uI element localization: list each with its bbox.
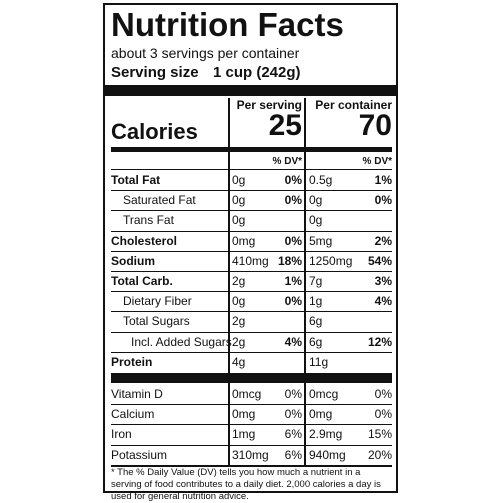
- amount: 410mg: [232, 253, 269, 268]
- daily-value: 15%: [367, 427, 392, 442]
- amount: 5mg: [309, 233, 333, 248]
- amount: 4g: [232, 354, 246, 369]
- amount: 2.9mg: [309, 427, 343, 442]
- amount: 7g: [309, 274, 323, 288]
- column-header: Per serving: [236, 98, 302, 112]
- nutrient-name: Protein: [111, 354, 153, 369]
- nutrient-name: Dietary Fiber: [123, 294, 192, 309]
- daily-value: 0%: [284, 294, 302, 309]
- daily-value: 0%: [284, 407, 302, 422]
- amount: 11g: [309, 354, 329, 369]
- amount: 2g: [232, 314, 246, 329]
- amount: 0mcg: [232, 387, 262, 401]
- nutrient-name: Sodium: [111, 253, 155, 268]
- nutrient-name: Incl. Added Sugars: [131, 334, 232, 349]
- calories-value: 25: [268, 109, 302, 142]
- amount: 0mg: [309, 407, 333, 422]
- amount: 2g: [232, 334, 246, 349]
- rule: [111, 404, 392, 406]
- dv-header: % DV*: [272, 156, 302, 167]
- daily-value: 0%: [374, 387, 392, 401]
- thick-rule: [105, 85, 396, 96]
- daily-value: 0%: [284, 387, 302, 401]
- amount: 0g: [232, 294, 246, 309]
- nutrient-name: Iron: [111, 427, 132, 442]
- calories-value: 70: [358, 109, 392, 142]
- serving-size-value: 1 cup (242g): [213, 64, 301, 81]
- nutrient-name: Trans Fat: [123, 213, 174, 228]
- dv-header: % DV*: [362, 156, 392, 167]
- daily-value: 0%: [374, 193, 392, 208]
- daily-value: 6%: [284, 447, 302, 462]
- rule: [111, 331, 392, 333]
- nutrient-name: Cholesterol: [111, 233, 178, 248]
- medium-rule: [111, 147, 392, 152]
- serving-size-label: Serving size: [111, 64, 199, 81]
- daily-value: 0%: [374, 407, 392, 422]
- amount: 6g: [309, 314, 323, 329]
- amount: 0g: [309, 193, 323, 208]
- daily-value: 20%: [367, 447, 392, 462]
- nutrient-name: Total Sugars: [123, 314, 190, 329]
- servings: about 3 servings per container: [111, 45, 300, 61]
- nutrition-label: Nutrition Facts about 3 servings per con…: [103, 3, 398, 502]
- amount: 0g: [309, 213, 323, 228]
- amount: 0mcg: [309, 387, 339, 401]
- title: Nutrition Facts: [111, 6, 344, 43]
- rule: [111, 351, 392, 353]
- daily-value: 18%: [277, 253, 302, 268]
- daily-value: 0%: [284, 233, 302, 248]
- daily-value: 1%: [374, 173, 392, 187]
- amount: 6g: [309, 334, 323, 349]
- amount: 310mg: [232, 447, 269, 462]
- rule: [111, 271, 392, 272]
- daily-value: 3%: [374, 274, 392, 288]
- nutrient-name: Total Carb.: [111, 274, 173, 288]
- daily-value: 54%: [367, 253, 392, 268]
- daily-value: 2%: [374, 233, 392, 248]
- nutrient-name: Potassium: [111, 447, 168, 462]
- amount: 1g: [309, 294, 323, 309]
- rule: [111, 210, 392, 212]
- rule: [111, 311, 392, 313]
- rule: [111, 250, 392, 252]
- amount: 0mg: [232, 233, 256, 248]
- nutrient-name: Total Fat: [111, 173, 161, 187]
- rule: [111, 444, 392, 446]
- nutrient-name: Calcium: [111, 407, 155, 422]
- rule: [111, 230, 392, 232]
- nutrient-name: Saturated Fat: [123, 193, 196, 208]
- footnote: * The % Daily Value (DV) tells you how m…: [111, 467, 381, 502]
- amount: 0mg: [232, 407, 256, 422]
- daily-value: 1%: [284, 274, 302, 288]
- thick-rule: [111, 373, 392, 383]
- amount: 0g: [232, 173, 246, 187]
- daily-value: 0%: [284, 173, 302, 187]
- column-header: Per container: [315, 98, 392, 112]
- daily-value: 12%: [367, 334, 392, 349]
- nutrient-name: Vitamin D: [111, 387, 163, 401]
- daily-value: 0%: [284, 193, 302, 208]
- column-divider: [228, 98, 230, 466]
- amount: 1250mg: [309, 253, 353, 268]
- daily-value: 4%: [374, 294, 392, 309]
- amount: 2g: [232, 274, 246, 288]
- rule: [111, 190, 392, 192]
- amount: 940mg: [309, 447, 346, 462]
- rule: [111, 169, 392, 170]
- daily-value: 6%: [284, 427, 302, 442]
- daily-value: 4%: [284, 334, 302, 349]
- rule: [111, 291, 392, 293]
- calories-label: Calories: [111, 119, 198, 144]
- amount: 0g: [232, 193, 246, 208]
- amount: 0g: [232, 213, 246, 228]
- amount: 0.5g: [309, 173, 333, 187]
- rule: [111, 424, 392, 426]
- column-divider: [304, 98, 306, 466]
- amount: 1mg: [232, 427, 256, 442]
- footnote-rule: [111, 464, 392, 467]
